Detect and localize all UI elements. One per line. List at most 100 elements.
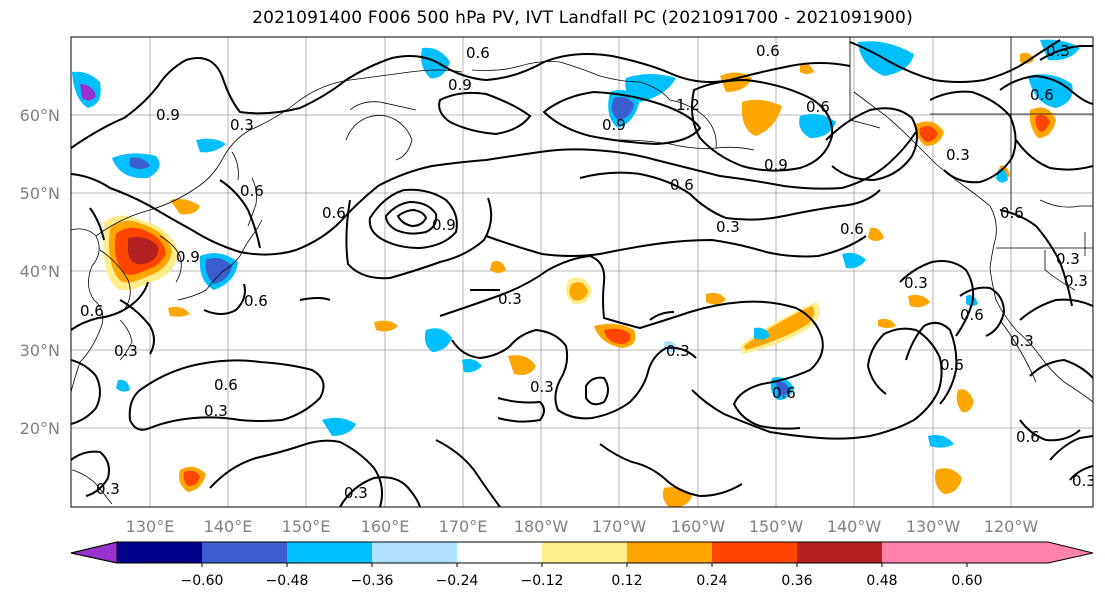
contour-label: 0.6 bbox=[80, 302, 104, 320]
contour-label: 0.9 bbox=[156, 106, 180, 124]
contour-label: 1.2 bbox=[676, 96, 700, 114]
contour-label: 0.9 bbox=[602, 116, 626, 134]
negative-anomaly-blob bbox=[80, 84, 96, 101]
colorbar: −0.60 −0.48 −0.36 −0.24 −0.12 0.12 0.24 … bbox=[70, 541, 1094, 589]
contour-label: 0.3 bbox=[1010, 332, 1034, 350]
lon-label: 150°W bbox=[749, 517, 804, 536]
map-title: 2021091400 F006 500 hPa PV, IVT Landfall… bbox=[252, 8, 913, 28]
positive-anomaly-blob bbox=[508, 355, 536, 375]
coastlines bbox=[71, 37, 1093, 505]
lon-label: 140°W bbox=[827, 517, 882, 536]
lon-label: 150°E bbox=[282, 517, 331, 536]
positive-anomaly-blob bbox=[569, 282, 588, 301]
lat-label: 60°N bbox=[20, 106, 60, 125]
positive-anomaly-blob bbox=[800, 63, 814, 74]
negative-anomaly-blob bbox=[322, 417, 356, 436]
negative-anomaly-blob bbox=[462, 358, 482, 373]
colorbar-segment bbox=[542, 542, 627, 563]
contour-label: 0.3 bbox=[530, 378, 554, 396]
lon-label: 170°W bbox=[592, 517, 647, 536]
contour-label: 0.3 bbox=[716, 218, 740, 236]
colorbar-tick-label: −0.48 bbox=[266, 573, 309, 589]
longitude-axis: 130°E 140°E 150°E 160°E 170°E 180°W 170°… bbox=[126, 517, 1039, 536]
latitude-axis: 60°N 50°N 40°N 30°N 20°N bbox=[20, 106, 60, 438]
lon-label: 160°W bbox=[671, 517, 726, 536]
negative-anomaly-blob bbox=[116, 379, 130, 392]
contour-label: 0.3 bbox=[666, 342, 690, 360]
contour-label: 0.6 bbox=[670, 176, 694, 194]
negative-anomaly-blob bbox=[424, 328, 452, 352]
negative-anomaly-blob bbox=[754, 327, 770, 340]
contour-label: 0.6 bbox=[840, 220, 864, 238]
colorbar-tick-label: 0.36 bbox=[781, 573, 812, 589]
colorbar-tick-label: 0.60 bbox=[951, 573, 982, 589]
contour-label: 0.3 bbox=[114, 342, 138, 360]
contour-labels: 0.9 0.6 0.9 1.2 0.9 0.6 0.9 0.3 0.6 0.6 … bbox=[80, 42, 1093, 502]
positive-anomaly-blob bbox=[170, 198, 200, 215]
positive-anomaly-blob bbox=[956, 389, 974, 413]
colorbar-outline bbox=[70, 541, 1094, 564]
contour-label: 0.3 bbox=[1056, 250, 1080, 268]
colorbar-segment bbox=[627, 542, 712, 563]
map-frame bbox=[70, 36, 1094, 508]
contour-label: 0.6 bbox=[772, 384, 796, 402]
lon-label: 120°W bbox=[984, 517, 1039, 536]
positive-anomaly-blob bbox=[183, 470, 200, 486]
lat-label: 40°N bbox=[20, 262, 60, 281]
contour-label: 0.3 bbox=[946, 146, 970, 164]
colorbar-segment bbox=[202, 542, 287, 563]
colorbar-tick-label: −0.24 bbox=[436, 573, 479, 589]
colorbar-extend-min bbox=[70, 541, 118, 564]
contour-label: 0.6 bbox=[960, 306, 984, 324]
lon-label: 130°E bbox=[126, 517, 175, 536]
lat-label: 30°N bbox=[20, 341, 60, 360]
contour-label: 0.6 bbox=[466, 44, 490, 62]
contour-label: 0.6 bbox=[322, 204, 346, 222]
lat-label: 50°N bbox=[20, 184, 60, 203]
positive-anomaly-blob bbox=[706, 292, 726, 305]
positive-anomaly-blob bbox=[1020, 52, 1034, 64]
colorbar-segment bbox=[287, 542, 372, 563]
positive-anomaly-blob bbox=[908, 294, 930, 308]
positive-anomaly-blob bbox=[919, 126, 938, 142]
colorbar-segment bbox=[372, 542, 457, 563]
contour-label: 0.9 bbox=[432, 216, 456, 234]
lon-label: 160°E bbox=[361, 517, 410, 536]
contour-label: 0.9 bbox=[176, 248, 200, 266]
pv-contours bbox=[71, 39, 1093, 507]
lon-label: 180°W bbox=[514, 517, 569, 536]
contour-label: 0.6 bbox=[1000, 204, 1024, 222]
positive-anomaly-blob bbox=[374, 320, 398, 332]
positive-anomaly-blob bbox=[878, 318, 896, 328]
positive-anomaly-blob bbox=[168, 306, 190, 317]
colorbar-tick-label: −0.60 bbox=[181, 573, 224, 589]
contour-label: 0.6 bbox=[756, 42, 780, 60]
positive-anomaly-blob bbox=[490, 261, 506, 273]
negative-anomaly-blob bbox=[799, 114, 836, 138]
negative-anomaly-blob bbox=[625, 74, 676, 102]
negative-anomaly-blob bbox=[1028, 74, 1073, 108]
contour-label: 0.3 bbox=[1046, 42, 1070, 60]
colorbar-segment bbox=[117, 542, 202, 563]
colorbar-tick-label: 0.48 bbox=[866, 573, 897, 589]
negative-anomaly-blob bbox=[196, 138, 226, 153]
contour-label: 0.3 bbox=[904, 274, 928, 292]
negative-anomaly-blob bbox=[928, 435, 954, 448]
contour-label: 0.3 bbox=[230, 116, 254, 134]
lon-label: 130°W bbox=[906, 517, 961, 536]
positive-anomaly-blob bbox=[868, 227, 884, 241]
contour-label: 0.6 bbox=[1030, 86, 1054, 104]
negative-anomaly-blob bbox=[776, 381, 790, 396]
positive-anomaly-east-asia bbox=[103, 215, 178, 291]
contour-label: 0.3 bbox=[1064, 272, 1088, 290]
colorbar-tick-label: 0.24 bbox=[696, 573, 727, 589]
positive-anomaly-blob bbox=[741, 99, 782, 136]
contour-label: 0.6 bbox=[1016, 428, 1040, 446]
colorbar-tick-label: −0.12 bbox=[521, 573, 564, 589]
positive-anomaly-blob bbox=[604, 328, 631, 344]
positive-anomaly-blob bbox=[1035, 114, 1050, 132]
lon-label: 140°E bbox=[204, 517, 253, 536]
positive-anomaly-blob bbox=[935, 468, 962, 494]
contour-label: 0.9 bbox=[764, 156, 788, 174]
